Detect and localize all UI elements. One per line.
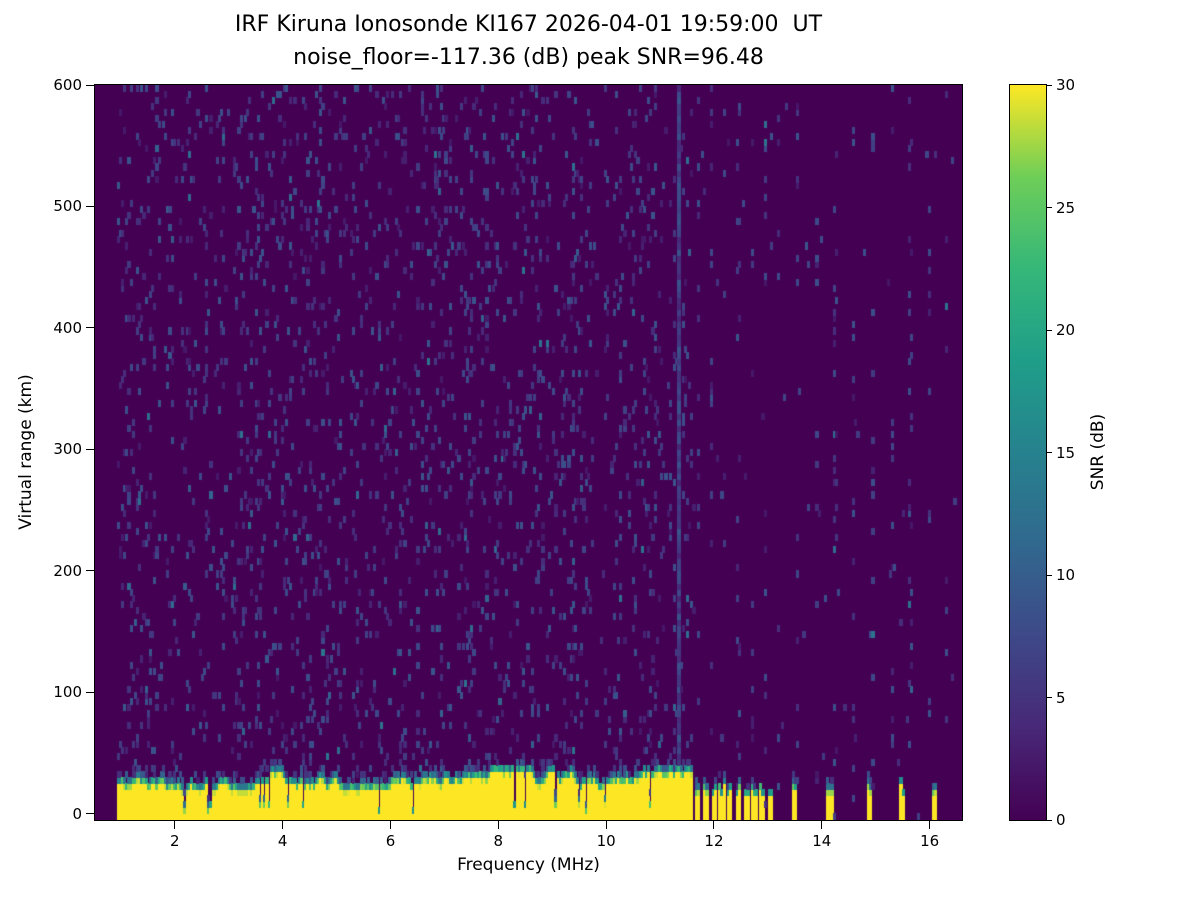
- x-tick-label: 12: [704, 832, 724, 850]
- y-tick-mark: [86, 327, 94, 329]
- y-tick-mark: [86, 84, 94, 86]
- y-tick-label: 100: [53, 683, 82, 702]
- colorbar-tick-label: 30: [1056, 76, 1076, 94]
- colorbar-tick-label: 20: [1056, 321, 1076, 339]
- y-tick-label: 400: [53, 318, 82, 337]
- colorbar-gradient: [1009, 84, 1047, 821]
- y-tick-label: 600: [53, 76, 82, 94]
- x-tick-mark: [821, 821, 823, 829]
- x-tick-label: 6: [385, 832, 396, 850]
- colorbar-tick-label: 5: [1056, 688, 1066, 707]
- x-tick-mark: [174, 821, 176, 829]
- x-tick-mark: [389, 821, 391, 829]
- x-tick-label: 10: [596, 832, 616, 850]
- x-tick-label: 14: [812, 832, 832, 850]
- x-tick-mark: [282, 821, 284, 829]
- y-axis-label: Virtual range (km): [16, 374, 36, 530]
- x-tick-mark: [605, 821, 607, 829]
- x-tick-label: 8: [493, 832, 504, 850]
- colorbar-tick-label: 25: [1056, 198, 1076, 217]
- x-tick-label: 2: [170, 832, 180, 850]
- colorbar-tick-mark: [1047, 452, 1052, 453]
- colorbar-tick-mark: [1047, 697, 1052, 698]
- y-tick-mark: [86, 691, 94, 693]
- y-tick-label: 200: [53, 561, 82, 580]
- y-tick-label: 500: [53, 197, 82, 216]
- colorbar-tick-label: 15: [1056, 443, 1076, 462]
- colorbar-tick-mark: [1047, 329, 1052, 331]
- colorbar-tick-mark: [1047, 207, 1052, 208]
- colorbar-tick-mark: [1047, 574, 1052, 576]
- y-tick-mark: [86, 205, 94, 207]
- colorbar-tick-label: 0: [1056, 811, 1066, 829]
- chart-title: IRF Kiruna Ionosonde KI167 2026-04-01 19…: [234, 12, 823, 37]
- colorbar-tick-label: 10: [1056, 566, 1076, 584]
- y-tick-mark: [86, 448, 94, 450]
- x-tick-mark: [497, 821, 499, 829]
- x-tick-mark: [713, 821, 715, 829]
- x-axis-label: Frequency (MHz): [457, 855, 600, 875]
- ionogram-heatmap: [94, 84, 963, 821]
- x-tick-label: 16: [920, 832, 940, 850]
- x-tick-label: 4: [277, 832, 288, 850]
- y-tick-label: 300: [53, 440, 82, 459]
- y-tick-mark: [86, 813, 94, 815]
- y-tick-label: 0: [72, 804, 82, 823]
- colorbar-tick-mark: [1047, 84, 1052, 86]
- chart-subtitle: noise_floor=-117.36 (dB) peak SNR=96.48: [293, 45, 764, 70]
- colorbar-tick-mark: [1047, 819, 1052, 821]
- x-tick-mark: [929, 821, 931, 829]
- y-tick-mark: [86, 570, 94, 572]
